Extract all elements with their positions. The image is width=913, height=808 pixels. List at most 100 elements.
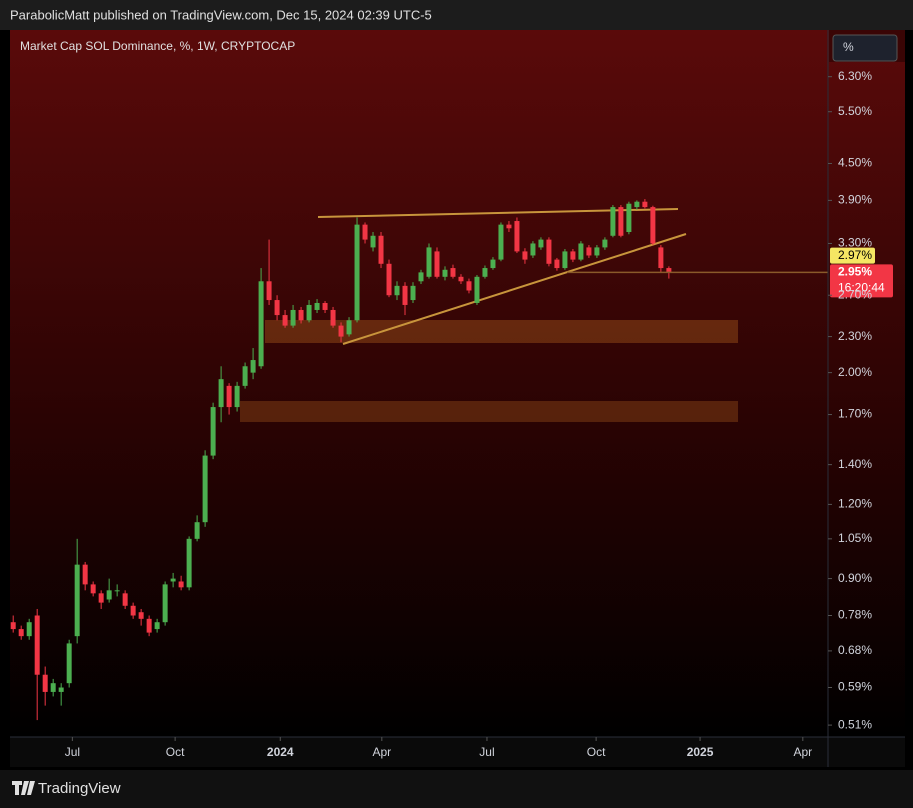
candle-body bbox=[666, 268, 672, 273]
brand-name: TradingView bbox=[38, 780, 121, 797]
candle-body bbox=[194, 522, 200, 539]
candle-body bbox=[26, 622, 32, 637]
x-tick-label: Apr bbox=[372, 745, 391, 759]
y-tick-label: 1.20% bbox=[838, 497, 872, 511]
candle-body bbox=[450, 268, 456, 277]
candle-body bbox=[562, 251, 568, 269]
y-tick-label: 6.30% bbox=[838, 69, 872, 83]
y-tick-label: 3.30% bbox=[838, 236, 872, 250]
y-tick-label: 0.78% bbox=[838, 608, 872, 622]
brand-logo bbox=[12, 781, 35, 795]
candle-body bbox=[154, 622, 160, 630]
candle-body bbox=[434, 251, 440, 277]
candle-body bbox=[210, 407, 216, 456]
candle-body bbox=[386, 263, 392, 296]
candle-body bbox=[106, 590, 112, 600]
y-tick-label: 0.68% bbox=[838, 643, 872, 657]
price-label: 2.97% bbox=[838, 248, 872, 262]
candle-body bbox=[258, 281, 264, 367]
price-label: 2.95% bbox=[838, 265, 872, 279]
candle-body bbox=[82, 564, 88, 585]
candle-body bbox=[554, 259, 560, 269]
scale-button-label[interactable]: % bbox=[843, 40, 854, 54]
candle-body bbox=[618, 207, 624, 236]
candle-body bbox=[330, 309, 336, 326]
candle-body bbox=[242, 366, 248, 386]
candle-body bbox=[466, 281, 472, 291]
candle-body bbox=[610, 207, 616, 236]
candle-body bbox=[266, 281, 272, 301]
candle-body bbox=[530, 243, 536, 256]
zone bbox=[265, 320, 738, 343]
y-tick-label: 2.30% bbox=[838, 329, 872, 343]
candle-body bbox=[186, 538, 192, 588]
candle-body bbox=[658, 247, 664, 269]
candle-body bbox=[322, 302, 328, 310]
x-tick-label: Jul bbox=[65, 745, 80, 759]
candle-body bbox=[426, 247, 432, 277]
candle-body bbox=[282, 315, 288, 326]
y-tick-label: 1.70% bbox=[838, 407, 872, 421]
y-tick-label: 0.51% bbox=[838, 717, 872, 731]
header-bar bbox=[0, 0, 913, 30]
y-tick-label: 1.40% bbox=[838, 457, 872, 471]
candle-body bbox=[410, 285, 416, 301]
candle-body bbox=[594, 247, 600, 256]
candle-body bbox=[218, 379, 224, 408]
y-tick-label: 0.90% bbox=[838, 571, 872, 585]
candle-body bbox=[10, 622, 16, 630]
candle-body bbox=[98, 593, 104, 603]
x-axis-background bbox=[10, 737, 905, 767]
candle-body bbox=[634, 201, 640, 208]
candle-body bbox=[346, 320, 352, 335]
zone bbox=[240, 401, 738, 422]
x-tick-label: Oct bbox=[166, 745, 185, 759]
trend-line bbox=[317, 208, 679, 218]
candle-body bbox=[514, 221, 520, 252]
candle-body bbox=[290, 309, 296, 326]
candle-body bbox=[442, 269, 448, 277]
candle-body bbox=[642, 201, 648, 208]
candle-body bbox=[18, 629, 24, 637]
chart-background bbox=[10, 30, 905, 737]
candle-body bbox=[402, 285, 408, 305]
candle-body bbox=[482, 268, 488, 277]
candle-body bbox=[354, 224, 360, 321]
candle-body bbox=[506, 224, 512, 229]
candle-body bbox=[650, 207, 656, 244]
candle-body bbox=[522, 251, 528, 260]
header-text: ParabolicMatt published on TradingView.c… bbox=[10, 7, 432, 22]
x-tick-label: Apr bbox=[793, 745, 812, 759]
y-tick-label: 5.50% bbox=[838, 104, 872, 118]
countdown: 16:20:44 bbox=[838, 281, 885, 295]
y-tick-label: 2.70% bbox=[838, 287, 872, 301]
candle-body bbox=[170, 578, 176, 582]
candle-body bbox=[626, 203, 632, 233]
candle-body bbox=[338, 325, 344, 337]
scale-button[interactable] bbox=[832, 34, 898, 62]
candle-body bbox=[378, 235, 384, 264]
x-tick-label: 2025 bbox=[687, 745, 714, 759]
candle-body bbox=[586, 247, 592, 256]
candle-body bbox=[162, 584, 168, 623]
candle-body bbox=[234, 385, 240, 408]
candle-body bbox=[538, 239, 544, 248]
candle-body bbox=[178, 581, 184, 588]
candle-body bbox=[42, 674, 48, 692]
x-tick-label: Jul bbox=[479, 745, 494, 759]
y-tick-label: 4.50% bbox=[838, 156, 872, 170]
candle-body bbox=[250, 360, 256, 373]
candle-body bbox=[58, 687, 64, 692]
price-label-box bbox=[830, 264, 893, 298]
candle-body bbox=[122, 593, 128, 606]
footer-bar bbox=[0, 770, 913, 808]
candle-body bbox=[498, 224, 504, 260]
candle-body bbox=[490, 259, 496, 269]
candle-body bbox=[370, 235, 376, 248]
candle-body bbox=[50, 683, 56, 692]
candle-body bbox=[306, 304, 312, 321]
candle-body bbox=[394, 285, 400, 296]
candle-body bbox=[602, 239, 608, 248]
candle-body bbox=[570, 251, 576, 260]
